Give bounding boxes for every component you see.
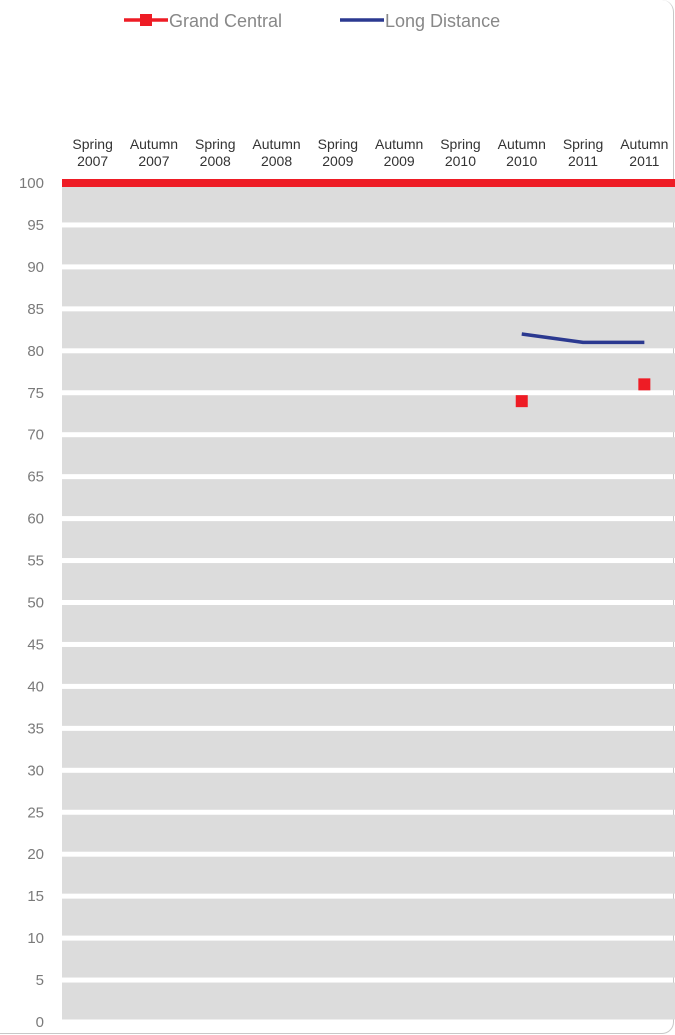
x-tick-label-line: 2007 xyxy=(77,153,108,169)
x-tick-label-autumn-2007: Autumn 2007 xyxy=(130,136,178,169)
x-tick-label-autumn-2010: Autumn 2010 xyxy=(498,136,546,169)
y-tick-label-40: 40 xyxy=(27,678,44,695)
x-tick-label-line: 2008 xyxy=(200,153,231,169)
y-tick-label-10: 10 xyxy=(27,930,44,947)
x-tick-label-line: Autumn xyxy=(375,136,423,152)
plot-band-50-55 xyxy=(62,563,675,600)
plot-band-0-5 xyxy=(62,982,675,1020)
x-tick-label-line: Autumn xyxy=(130,136,178,152)
x-tick-label-line: Spring xyxy=(563,136,603,152)
plot-band-75-80 xyxy=(62,353,675,391)
x-tick-label-line: 2010 xyxy=(445,153,476,169)
x-tick-label-line: Spring xyxy=(440,136,480,152)
y-tick-label-50: 50 xyxy=(27,595,44,612)
y-tick-label-65: 65 xyxy=(27,469,44,486)
x-tick-label-line: Spring xyxy=(72,136,112,152)
x-tick-label-spring-2009: Spring 2009 xyxy=(318,136,358,169)
y-tick-label-85: 85 xyxy=(27,301,44,318)
plot-band-35-40 xyxy=(62,688,675,726)
x-tick-label-line: 2009 xyxy=(384,153,415,169)
y-tick-label-75: 75 xyxy=(27,385,44,402)
y-axis: 0 5 10 15 20 25 30 35 40 45 50 55 60 65 70 75 80 85 90 95 10… xyxy=(19,175,44,1031)
y-tick-label-20: 20 xyxy=(27,846,44,863)
grand-central-marker-autumn-2010 xyxy=(515,395,528,408)
plot-band-65-70 xyxy=(62,437,675,475)
x-tick-label-spring-2010: Spring 2010 xyxy=(440,136,480,169)
plot-band-45-50 xyxy=(62,605,675,642)
plot-band-15-20 xyxy=(62,856,675,894)
y-tick-label-35: 35 xyxy=(27,720,44,737)
legend-label-grand-central: Grand Central xyxy=(169,11,282,31)
x-tick-label-line: Autumn xyxy=(252,136,300,152)
y-tick-label-55: 55 xyxy=(27,553,44,570)
plot-band-60-65 xyxy=(62,479,675,517)
x-tick-label-line: Spring xyxy=(195,136,235,152)
y-tick-label-100: 100 xyxy=(19,175,44,192)
x-tick-label-line: 2011 xyxy=(629,153,659,169)
x-tick-label-line: Autumn xyxy=(498,136,546,152)
x-tick-label-line: 2011 xyxy=(568,153,598,169)
plot-bands xyxy=(62,179,675,1020)
x-tick-label-autumn-2009: Autumn 2009 xyxy=(375,136,423,169)
plot-band-55-60 xyxy=(62,521,675,559)
plot-band-20-25 xyxy=(62,814,675,852)
x-tick-label-line: 2008 xyxy=(261,153,292,169)
top-axis-line xyxy=(62,179,675,187)
x-tick-label-spring-2007: Spring 2007 xyxy=(72,136,112,169)
x-tick-label-spring-2011: Spring 2011 xyxy=(563,136,603,169)
y-tick-label-15: 15 xyxy=(27,888,44,905)
legend-label-long-distance: Long Distance xyxy=(385,11,500,31)
x-tick-label-autumn-2008: Autumn 2008 xyxy=(252,136,300,169)
legend-marker-grand-central xyxy=(140,14,152,26)
y-tick-label-0: 0 xyxy=(36,1014,44,1031)
y-tick-label-60: 60 xyxy=(27,511,44,528)
plot-band-30-35 xyxy=(62,730,675,768)
y-tick-label-25: 25 xyxy=(27,804,44,821)
plot-band-40-45 xyxy=(62,646,675,684)
x-tick-label-line: 2009 xyxy=(322,153,353,169)
x-tick-label-autumn-2011: Autumn 2011 xyxy=(620,136,668,169)
plot-band-25-30 xyxy=(62,772,675,810)
plot-band-85-90 xyxy=(62,269,675,307)
plot-band-90-95 xyxy=(62,227,675,265)
plot-band-10-15 xyxy=(62,898,675,936)
x-tick-label-line: 2007 xyxy=(138,153,169,169)
y-tick-label-5: 5 xyxy=(36,972,44,989)
y-tick-label-80: 80 xyxy=(27,343,44,360)
y-tick-label-95: 95 xyxy=(27,217,44,234)
x-tick-label-line: Autumn xyxy=(620,136,668,152)
series-layer xyxy=(515,332,651,408)
plot-band-95-100 xyxy=(62,185,675,223)
y-tick-label-45: 45 xyxy=(27,636,44,653)
grand-central-marker-autumn-2011 xyxy=(638,378,651,391)
y-tick-label-30: 30 xyxy=(27,762,44,779)
y-tick-label-90: 90 xyxy=(27,259,44,276)
plot-band-70-75 xyxy=(62,395,675,433)
x-tick-label-line: Spring xyxy=(318,136,358,152)
plot-band-5-10 xyxy=(62,940,675,978)
legend: Grand Central Long Distance xyxy=(124,11,500,31)
y-tick-label-70: 70 xyxy=(27,427,44,444)
x-tick-label-spring-2008: Spring 2008 xyxy=(195,136,235,169)
x-tick-label-line: 2010 xyxy=(506,153,537,169)
legend-key-grand-central xyxy=(124,14,168,26)
